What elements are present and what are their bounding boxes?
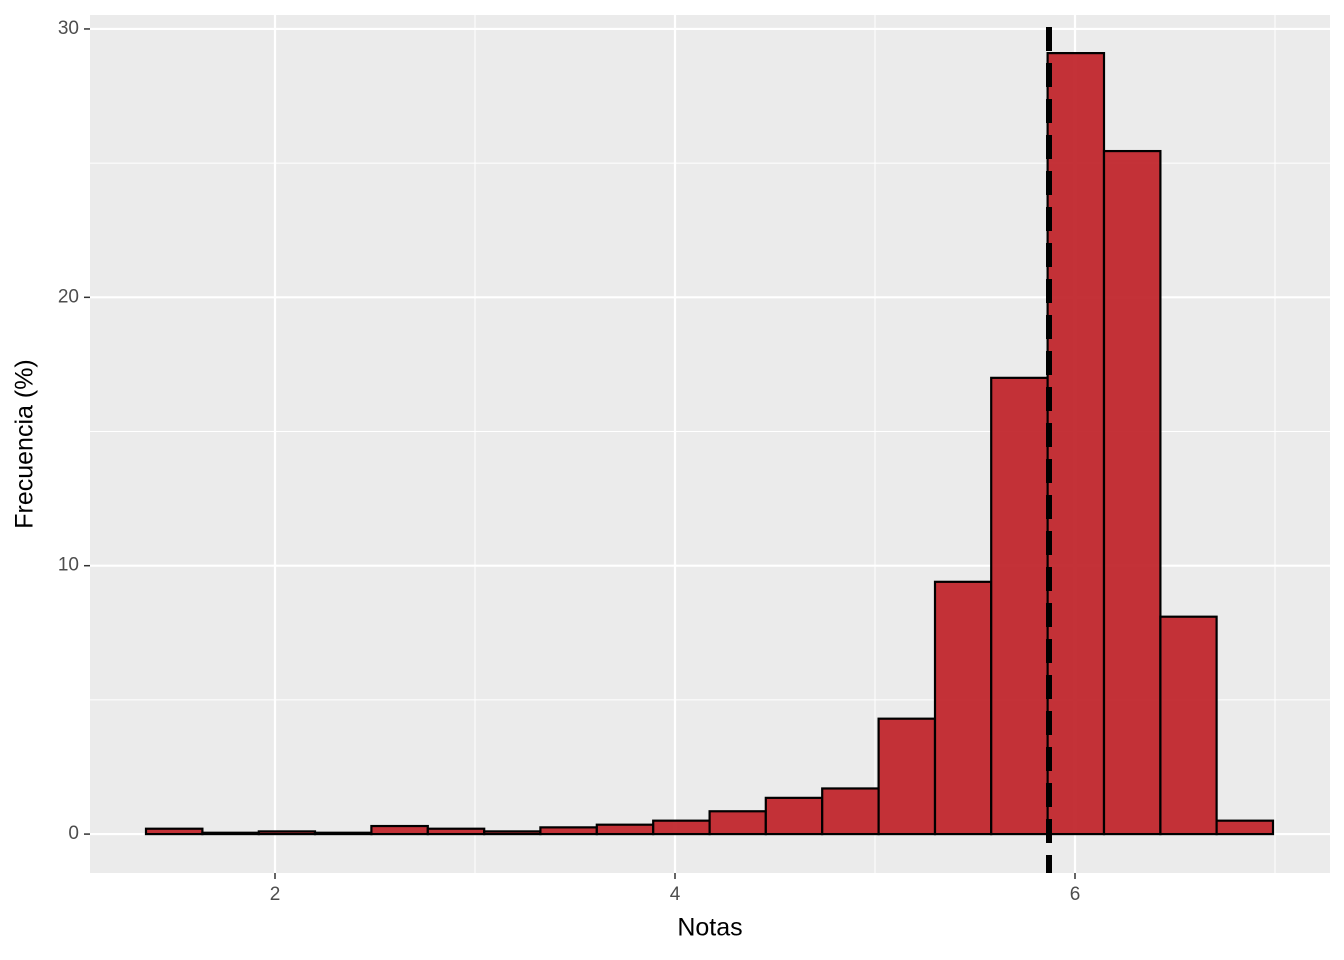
bar: [426, 827, 486, 836]
bar: [990, 376, 1049, 836]
bar: [1159, 615, 1218, 836]
y-tick-label: 30: [58, 18, 79, 39]
bar: [595, 823, 655, 836]
bar: [821, 787, 880, 836]
bar: [1102, 149, 1162, 836]
bar: [1215, 819, 1275, 836]
bar: [257, 830, 317, 836]
y-tick-label: 0: [68, 823, 79, 844]
bar: [483, 830, 542, 836]
x-tick-label: 2: [270, 884, 281, 905]
bar: [144, 827, 204, 836]
bar: [370, 824, 429, 836]
x-tick-label: 4: [670, 884, 681, 905]
bar: [539, 826, 598, 836]
bar: [877, 717, 937, 836]
bar: [313, 831, 373, 836]
y-tick-label: 10: [58, 555, 79, 576]
bar: [201, 831, 260, 836]
bar: [933, 580, 993, 836]
x-axis-title: Notas: [677, 914, 742, 942]
bar: [1046, 52, 1106, 836]
bar: [652, 819, 711, 836]
x-tick-label: 6: [1070, 884, 1081, 905]
bar: [708, 810, 767, 836]
y-tick-label: 20: [58, 286, 79, 307]
bar: [764, 796, 824, 836]
y-axis-title: Frecuencia (%): [11, 359, 39, 529]
